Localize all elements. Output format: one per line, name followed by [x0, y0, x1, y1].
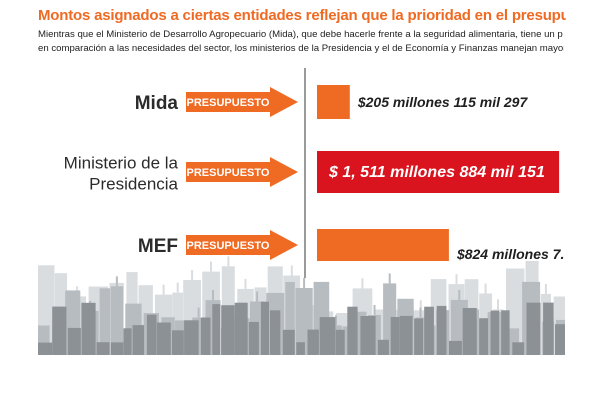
skyline-antenna [176, 282, 179, 293]
skyline-building [221, 305, 235, 355]
skyline-antenna [544, 283, 547, 294]
skyline-building [555, 324, 565, 355]
skyline-building [156, 322, 171, 355]
presupuesto-arrow [186, 157, 298, 187]
skyline-building [285, 282, 295, 355]
skyline-antenna [290, 265, 293, 276]
skyline-building [462, 308, 477, 355]
skyline-building [110, 342, 124, 355]
skyline-building [296, 342, 305, 355]
infographic-title: Montos asignados a ciertas entidades ref… [38, 7, 566, 24]
subtitle-line-2: en comparación a las necesidades del sec… [38, 42, 564, 54]
skyline-building [52, 306, 67, 355]
skyline-antenna [210, 261, 212, 272]
skyline-building [501, 310, 510, 355]
skyline-antenna [191, 270, 194, 280]
skyline-building [543, 302, 554, 355]
category-label: Mida [135, 93, 179, 114]
skyline-antenna [335, 315, 337, 326]
skyline-antenna [419, 300, 422, 311]
skyline-building [307, 329, 319, 355]
skyline-building [319, 317, 336, 355]
budget-bar [317, 229, 449, 261]
infographic-subtitle: Mientras que el Ministerio de Desarrollo… [38, 28, 564, 55]
skyline-antenna [303, 278, 306, 288]
chart-row: Mida PRESUPUESTO $205 millones 115 mil 297 [135, 85, 529, 119]
skyline-antenna [484, 283, 487, 294]
skyline-building [335, 329, 345, 355]
value-label: $205 millones 115 mil 297 [357, 94, 529, 110]
skyline-antenna [388, 273, 391, 284]
skyline-building [360, 316, 376, 355]
skyline-building [400, 315, 413, 355]
skyline-antenna [458, 289, 461, 300]
skyline-building [67, 327, 81, 355]
skyline-building [172, 330, 184, 355]
skyline-building [132, 325, 145, 355]
skyline-building [512, 342, 525, 355]
chart-row: Ministerio de la Presidencia PRESUPUESTO $ … [64, 151, 560, 194]
skyline-antenna [455, 274, 458, 285]
skyline-building [81, 302, 96, 355]
category-label: MEF [138, 236, 178, 257]
skyline-antenna [162, 284, 165, 295]
skyline-building [212, 304, 221, 355]
presupuesto-tag-label: PRESUPUESTO [187, 240, 270, 252]
skyline-building [96, 342, 110, 355]
skyline-antenna [497, 299, 499, 310]
skyline-building [99, 288, 111, 355]
presupuesto-tag-label: PRESUPUESTO [187, 167, 270, 179]
skyline-building [347, 306, 358, 355]
budget-bar [317, 85, 350, 119]
skyline-antenna [256, 291, 259, 302]
skyline-building [526, 302, 541, 355]
skyline-building [390, 317, 400, 355]
skyline-building [479, 318, 489, 355]
skyline-building [282, 329, 295, 355]
skyline-building [38, 342, 53, 355]
skyline-antenna [477, 309, 479, 320]
skyline-building [414, 318, 424, 355]
skyline-antenna [115, 276, 118, 287]
skyline-building [260, 301, 269, 355]
subtitle-line-1: Mientras que el Ministerio de Desarrollo… [38, 29, 563, 40]
skyline-building [377, 339, 389, 355]
skyline-building [490, 310, 500, 355]
skyline-building [38, 325, 50, 355]
skyline-building [436, 305, 447, 355]
skyline-antenna [361, 278, 364, 289]
value-label: $ 1, 511 millones 884 mil 151 [328, 164, 545, 181]
skyline-building [200, 317, 211, 355]
skyline-antenna [419, 307, 422, 318]
skyline-building [110, 286, 124, 355]
skyline-building [248, 321, 259, 355]
skyline-building [424, 306, 434, 355]
skyline-antenna [212, 290, 214, 301]
presupuesto-arrow [186, 230, 298, 260]
skyline-antenna [197, 307, 200, 318]
chart-row: MEF PRESUPUESTO $824 millones 7. [138, 229, 564, 262]
skyline-building [123, 328, 132, 355]
category-label: Presidencia [89, 175, 178, 194]
skyline-building [234, 302, 248, 355]
skyline-building [184, 320, 199, 355]
skyline-building [146, 314, 157, 355]
value-label: $824 millones 7. [456, 246, 564, 262]
budget-bar [317, 151, 560, 193]
skyline-building [449, 340, 462, 355]
city-skyline-illustration [38, 256, 565, 355]
skyline-antenna [244, 278, 247, 289]
chart-rows: Mida PRESUPUESTO $205 millones 115 mil 297… [64, 85, 564, 262]
skyline-antenna [227, 256, 230, 267]
category-label: Ministerio de la [64, 154, 179, 173]
presupuesto-arrow [186, 87, 298, 117]
skyline-antenna [373, 305, 376, 315]
presupuesto-tag-label: PRESUPUESTO [187, 97, 270, 109]
skyline-building [270, 310, 281, 355]
